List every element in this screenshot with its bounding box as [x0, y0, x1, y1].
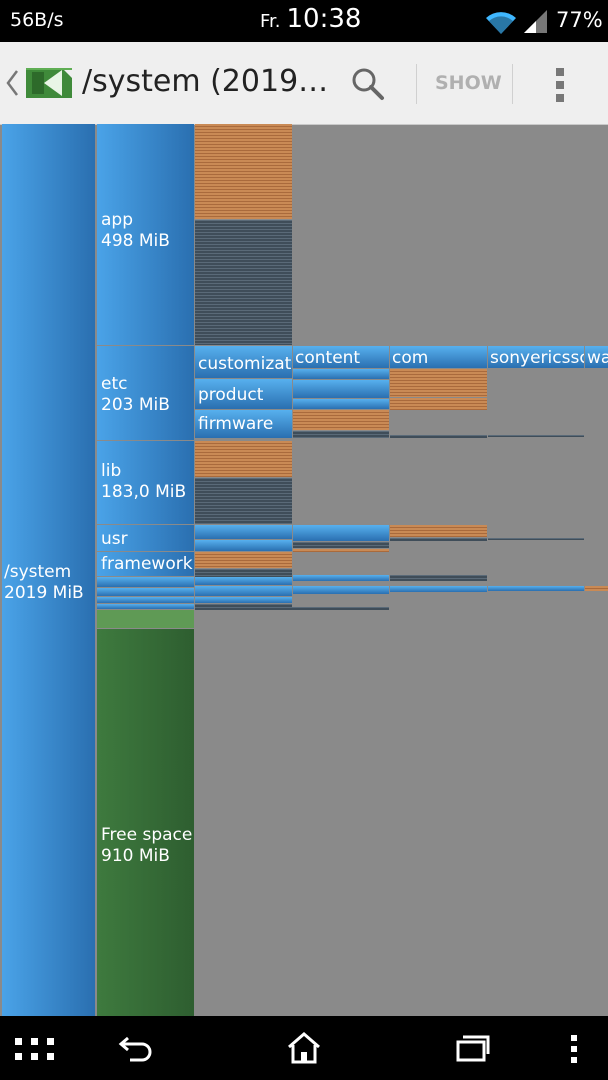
treemap-dir-framework[interactable]: framework	[97, 552, 194, 576]
treemap-dir-lib[interactable]: lib 183,0 MiB	[97, 441, 194, 524]
clock-time: 10:38	[286, 4, 362, 34]
node-name: sonyericssc	[490, 348, 584, 368]
treemap-small-files[interactable]	[488, 435, 584, 437]
treemap-dir[interactable]	[97, 588, 194, 596]
back-chevron-icon	[6, 70, 18, 96]
node-name: Free space	[101, 825, 193, 845]
treemap-small-files[interactable]	[293, 542, 389, 548]
show-button[interactable]: SHOW	[435, 72, 502, 94]
treemap-dir-sonyericsson[interactable]: sonyericssc	[488, 346, 584, 368]
node-name: content	[295, 348, 361, 368]
treemap-dir[interactable]	[195, 525, 292, 539]
treemap-small-files[interactable]	[390, 538, 487, 541]
node-name: /system	[4, 562, 72, 582]
treemap-root-system[interactable]: /system 2019 MiB	[2, 124, 95, 1016]
battery-percent: 77%	[556, 8, 603, 32]
search-icon[interactable]	[350, 66, 386, 102]
node-name: product	[198, 385, 264, 405]
node-name: firmware	[198, 414, 274, 434]
treemap-dir-customization[interactable]: customizati	[195, 346, 292, 378]
node-name: app	[101, 210, 133, 230]
treemap-small-files[interactable]	[195, 478, 292, 524]
treemap-dir[interactable]	[195, 586, 292, 596]
treemap-small-files[interactable]	[390, 435, 487, 438]
treemap-free-space-edge	[97, 610, 194, 628]
page-title: /system (2019…	[82, 64, 329, 99]
treemap-dir[interactable]	[293, 525, 389, 541]
treemap-dir[interactable]	[97, 604, 194, 609]
clock: Fr. 10:38	[260, 4, 361, 34]
treemap: /system 2019 MiB app 498 MiB etc 203 MiB…	[0, 124, 608, 1016]
apps-grid-icon[interactable]	[15, 1036, 55, 1062]
node-name: com	[392, 348, 429, 368]
overflow-menu-icon[interactable]	[552, 66, 568, 104]
divider	[416, 64, 417, 104]
treemap-dir-product[interactable]: product	[195, 379, 292, 409]
treemap-file-lib[interactable]	[195, 441, 292, 477]
wifi-icon	[486, 12, 516, 34]
node-size: 183,0 MiB	[101, 482, 187, 502]
treemap-dir[interactable]	[293, 575, 389, 581]
treemap-small-files[interactable]	[195, 569, 292, 577]
network-speed: 56B/s	[10, 9, 64, 31]
treemap-dir[interactable]	[293, 369, 389, 379]
treemap-small-files[interactable]	[293, 431, 389, 438]
node-name: usr	[101, 529, 128, 549]
action-bar: /system (2019… SHOW	[0, 42, 608, 125]
treemap-file[interactable]	[390, 369, 487, 397]
navigation-bar	[0, 1016, 608, 1080]
treemap-free-space[interactable]: Free space 910 MiB	[97, 629, 194, 1016]
node-size: 910 MiB	[101, 846, 170, 866]
divider	[512, 64, 513, 104]
node-size: 203 MiB	[101, 395, 170, 415]
treemap-dir[interactable]	[195, 540, 292, 551]
treemap-file[interactable]	[390, 525, 487, 537]
clock-day: Fr.	[260, 11, 281, 32]
home-icon[interactable]	[286, 1032, 322, 1064]
treemap-dir-usr[interactable]: usr	[97, 525, 194, 551]
treemap-dir[interactable]	[488, 586, 584, 591]
treemap-dir-firmware[interactable]: firmware	[195, 410, 292, 438]
treemap-dir[interactable]	[390, 586, 487, 592]
recents-icon[interactable]	[456, 1034, 490, 1062]
treemap-file[interactable]	[293, 549, 389, 552]
treemap-file[interactable]	[585, 586, 608, 591]
treemap-file[interactable]	[390, 398, 487, 410]
treemap-dir[interactable]	[293, 586, 389, 594]
treemap-dir-content[interactable]: content	[293, 346, 389, 368]
app-logo-icon	[26, 68, 72, 98]
treemap-dir[interactable]	[97, 577, 194, 587]
treemap-dir-com[interactable]: com	[390, 346, 487, 368]
treemap-small-files[interactable]	[195, 604, 292, 609]
treemap-dir[interactable]	[293, 380, 389, 398]
treemap-file-apk[interactable]	[195, 124, 292, 219]
treemap-dir-app[interactable]: app 498 MiB	[97, 124, 194, 345]
treemap-dir[interactable]	[293, 399, 389, 409]
node-name: wa	[587, 348, 608, 368]
treemap-file-jar[interactable]	[195, 552, 292, 568]
menu-dots-icon[interactable]	[568, 1034, 580, 1064]
back-icon[interactable]	[118, 1034, 154, 1062]
status-bar: 56B/s Fr. 10:38 77%	[0, 0, 608, 42]
treemap-small-files[interactable]	[195, 220, 292, 345]
treemap-file[interactable]	[293, 410, 389, 430]
node-name: etc	[101, 374, 128, 394]
treemap-dir-etc[interactable]: etc 203 MiB	[97, 346, 194, 440]
signal-icon	[524, 10, 547, 33]
treemap-dir[interactable]	[195, 577, 292, 585]
node-name: lib	[101, 461, 122, 481]
node-name: framework	[101, 554, 193, 574]
treemap-dir[interactable]	[195, 597, 292, 603]
treemap-dir-wa[interactable]: wa	[585, 346, 608, 368]
treemap-dir[interactable]	[97, 597, 194, 603]
treemap-small-files[interactable]	[195, 607, 389, 610]
treemap-small-files[interactable]	[390, 575, 487, 581]
node-size: 498 MiB	[101, 231, 170, 251]
treemap-small-files[interactable]	[488, 538, 584, 540]
node-name: customizati	[198, 354, 292, 374]
up-button[interactable]	[0, 42, 78, 124]
node-size: 2019 MiB	[4, 583, 84, 603]
